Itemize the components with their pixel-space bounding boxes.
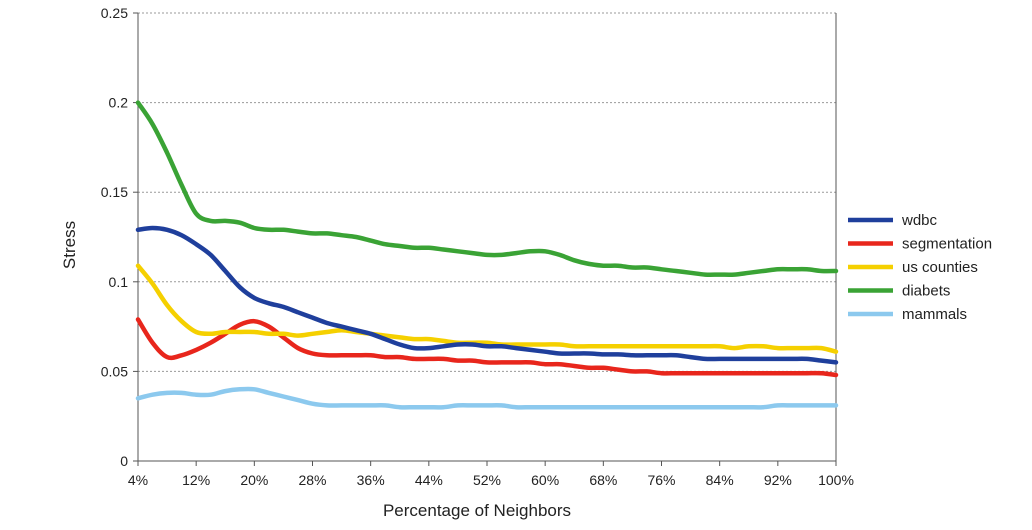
series-lines	[135, 100, 839, 410]
axes	[137, 13, 837, 462]
legend-label: wdbc	[901, 212, 938, 229]
x-tick-label: 28%	[298, 472, 326, 488]
y-tick-label: 0.05	[101, 363, 128, 379]
series-line-wdbc	[135, 225, 839, 365]
series-line-segmentation	[135, 317, 839, 378]
y-tick-label: 0.25	[101, 5, 128, 21]
y-tick-labels: 0 0.05 0.1 0.15 0.2 0.25	[101, 5, 138, 469]
x-tick-label: 84%	[706, 472, 734, 488]
legend: wdbc segmentation us counties diabets mammal…	[848, 212, 992, 323]
x-tick-label: 100%	[818, 472, 854, 488]
x-tick-label: 52%	[473, 472, 501, 488]
x-tick-label: 20%	[240, 472, 268, 488]
series-line-diabets	[135, 100, 839, 277]
series-line-mammals	[135, 386, 839, 410]
y-tick-label: 0.15	[101, 184, 128, 200]
x-tick-label: 4%	[128, 472, 148, 488]
series-line-us-counties	[135, 263, 839, 354]
x-tick-label: 68%	[589, 472, 617, 488]
legend-label: us counties	[902, 259, 978, 276]
x-tick-label: 92%	[764, 472, 792, 488]
x-axis-title: Percentage of Neighbors	[383, 501, 571, 520]
gridlines	[138, 12, 836, 372]
x-tick-label: 44%	[415, 472, 443, 488]
legend-label: segmentation	[902, 236, 992, 253]
x-tick-label: 76%	[647, 472, 675, 488]
y-axis-title: Stress	[60, 221, 79, 269]
legend-label: mammals	[902, 306, 967, 323]
legend-label: diabets	[902, 283, 950, 300]
y-tick-label: 0.1	[109, 274, 129, 290]
y-tick-label: 0.2	[109, 95, 129, 111]
x-tick-labels: 4% 12% 20% 28% 36% 44% 52% 60% 68% 76% 84% 92% 100%	[128, 461, 854, 488]
x-tick-label: 60%	[531, 472, 559, 488]
y-tick-label: 0	[120, 453, 128, 469]
x-tick-label: 12%	[182, 472, 210, 488]
x-tick-label: 36%	[357, 472, 385, 488]
